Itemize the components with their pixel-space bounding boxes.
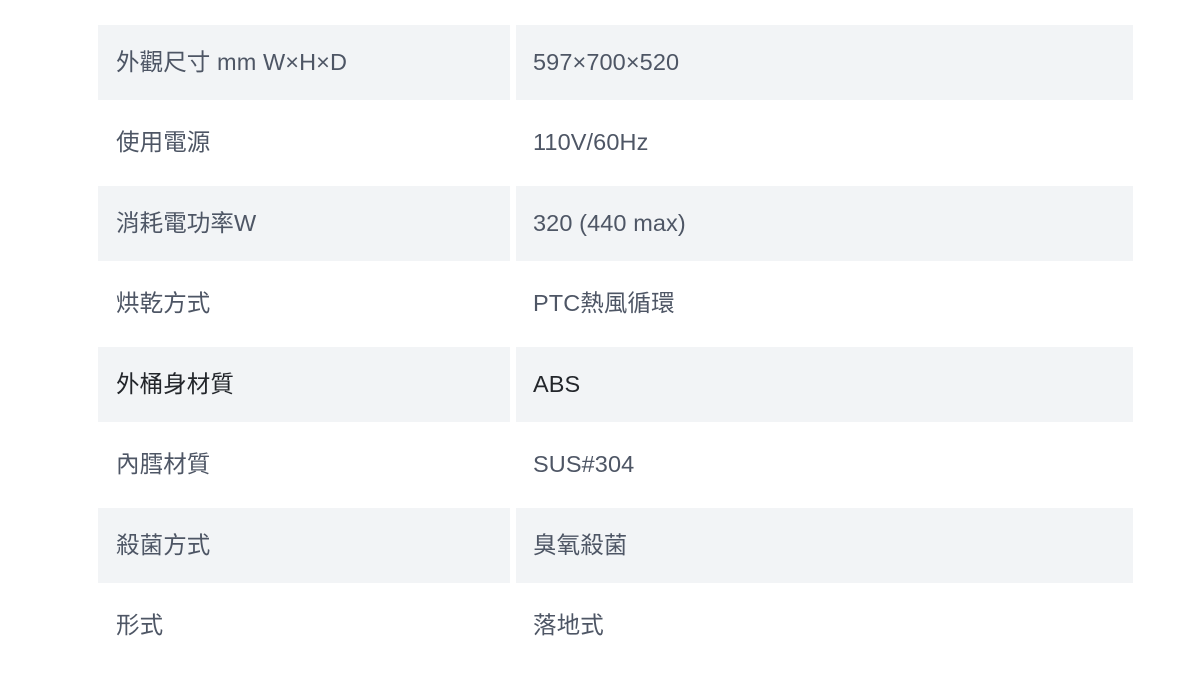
table-row: 烘乾方式 PTC熱風循環	[98, 267, 1133, 348]
spec-value: SUS#304	[533, 451, 635, 478]
spec-value: ABS	[516, 347, 1133, 422]
spec-label: 外觀尺寸 mm W×H×D	[98, 25, 510, 100]
table-row: 內膤材質 SUS#304	[98, 428, 1133, 509]
table-row: 外桶身材質 ABS	[98, 347, 1133, 428]
spec-value: 落地式	[533, 612, 604, 639]
table-row: 外觀尺寸 mm W×H×D 597×700×520	[98, 25, 1133, 106]
spec-value: 320 (440 max)	[516, 186, 1133, 261]
spec-label: 使用電源	[116, 129, 211, 156]
spec-label: 消耗電功率W	[98, 186, 510, 261]
specification-table: 外觀尺寸 mm W×H×D 597×700×520 使用電源 110V/60Hz 消耗電…	[98, 25, 1133, 669]
spec-label: 殺菌方式	[98, 508, 510, 583]
spec-value: PTC熱風循環	[533, 290, 675, 317]
spec-value: 597×700×520	[516, 25, 1133, 100]
spec-label: 內膤材質	[116, 451, 211, 478]
spec-label: 外桶身材質	[98, 347, 510, 422]
table-row: 消耗電功率W 320 (440 max)	[98, 186, 1133, 267]
table-row: 形式 落地式	[98, 589, 1133, 670]
spec-label: 形式	[116, 612, 164, 639]
spec-value: 臭氧殺菌	[516, 508, 1133, 583]
spec-value: 110V/60Hz	[533, 129, 649, 156]
spec-label: 烘乾方式	[116, 290, 211, 317]
table-row: 殺菌方式 臭氧殺菌	[98, 508, 1133, 589]
table-row: 使用電源 110V/60Hz	[98, 106, 1133, 187]
